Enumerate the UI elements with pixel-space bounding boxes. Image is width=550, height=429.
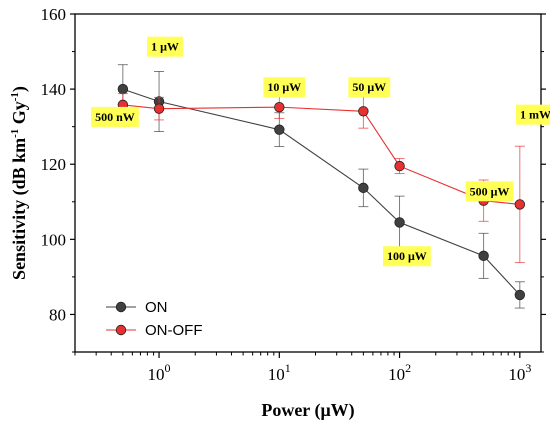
annotation-label: 100 μW bbox=[387, 249, 427, 263]
y-axis-title-exp-2: -1 bbox=[9, 92, 21, 101]
x-tick-label-base: 10 bbox=[148, 365, 165, 384]
series-layer bbox=[117, 64, 526, 309]
y-tick-label: 120 bbox=[41, 155, 67, 174]
x-tick-label-base: 10 bbox=[268, 365, 285, 384]
y-axis-title-main: Sensitivity (dB km bbox=[9, 138, 30, 280]
y-axis-title-gy: Gy bbox=[9, 101, 29, 129]
data-point bbox=[274, 124, 285, 135]
series-line bbox=[122, 88, 521, 296]
annotation-box bbox=[465, 181, 514, 202]
annotation-box bbox=[263, 77, 306, 98]
legend-marker-on-off bbox=[115, 324, 127, 336]
x-tick-label: 101 bbox=[268, 361, 291, 384]
data-point bbox=[394, 217, 405, 228]
x-tick-label: 103 bbox=[508, 361, 531, 384]
series-line bbox=[122, 104, 520, 205]
legend: ON ON-OFF bbox=[106, 299, 203, 339]
annotation-box bbox=[91, 106, 139, 127]
x-tick-label-exponent: 2 bbox=[405, 361, 411, 375]
legend-marker-on bbox=[115, 301, 127, 313]
x-tick-label: 100 bbox=[148, 361, 171, 384]
data-point bbox=[274, 101, 285, 113]
y-tick-label: 140 bbox=[41, 80, 67, 99]
data-point bbox=[478, 250, 489, 262]
annotation-box bbox=[515, 104, 550, 125]
annotation-layer: 1 μW 10 μW 50 μW 1 mW 500 nW 500 μW 100 μW bbox=[91, 36, 550, 267]
annotation-label: 10 μW bbox=[267, 80, 301, 94]
data-point bbox=[117, 83, 129, 95]
data-point bbox=[514, 289, 526, 301]
data-point bbox=[153, 103, 165, 114]
y-tick-label: 160 bbox=[41, 5, 67, 24]
annotation-label: 500 μW bbox=[470, 184, 510, 198]
x-tick-label-exponent: 1 bbox=[285, 361, 291, 375]
annotation-label: 500 nW bbox=[95, 110, 135, 124]
legend-label-on-off: ON-OFF bbox=[145, 322, 203, 339]
y-axis-title-exp-1: -1 bbox=[9, 129, 21, 138]
data-point bbox=[358, 182, 369, 194]
y-axis-title: Sensitivity (dB km-1 Gy-1) bbox=[9, 86, 30, 280]
y-tick-label: 100 bbox=[41, 230, 67, 249]
x-tick-label-base: 10 bbox=[388, 365, 405, 384]
annotation-box bbox=[382, 246, 431, 267]
data-point bbox=[394, 160, 405, 172]
annotation-box bbox=[348, 77, 391, 98]
annotation-label: 1 μW bbox=[151, 40, 179, 54]
x-tick-label-exponent: 3 bbox=[525, 361, 531, 375]
y-axis-title-close: ) bbox=[9, 86, 30, 92]
plot-area-frame bbox=[74, 13, 542, 353]
x-tick-label: 102 bbox=[388, 361, 411, 384]
legend-label-on: ON bbox=[145, 299, 168, 316]
annotation-label: 1 mW bbox=[520, 108, 550, 122]
annotation-label: 50 μW bbox=[352, 80, 386, 94]
x-axis-title: Power (μW) bbox=[261, 400, 354, 421]
x-tick-label-exponent: 0 bbox=[165, 361, 171, 375]
data-point bbox=[358, 106, 369, 117]
y-tick-label: 80 bbox=[49, 305, 66, 324]
annotation-box bbox=[147, 36, 183, 57]
x-tick-label-base: 10 bbox=[508, 365, 525, 384]
data-point bbox=[514, 199, 526, 210]
